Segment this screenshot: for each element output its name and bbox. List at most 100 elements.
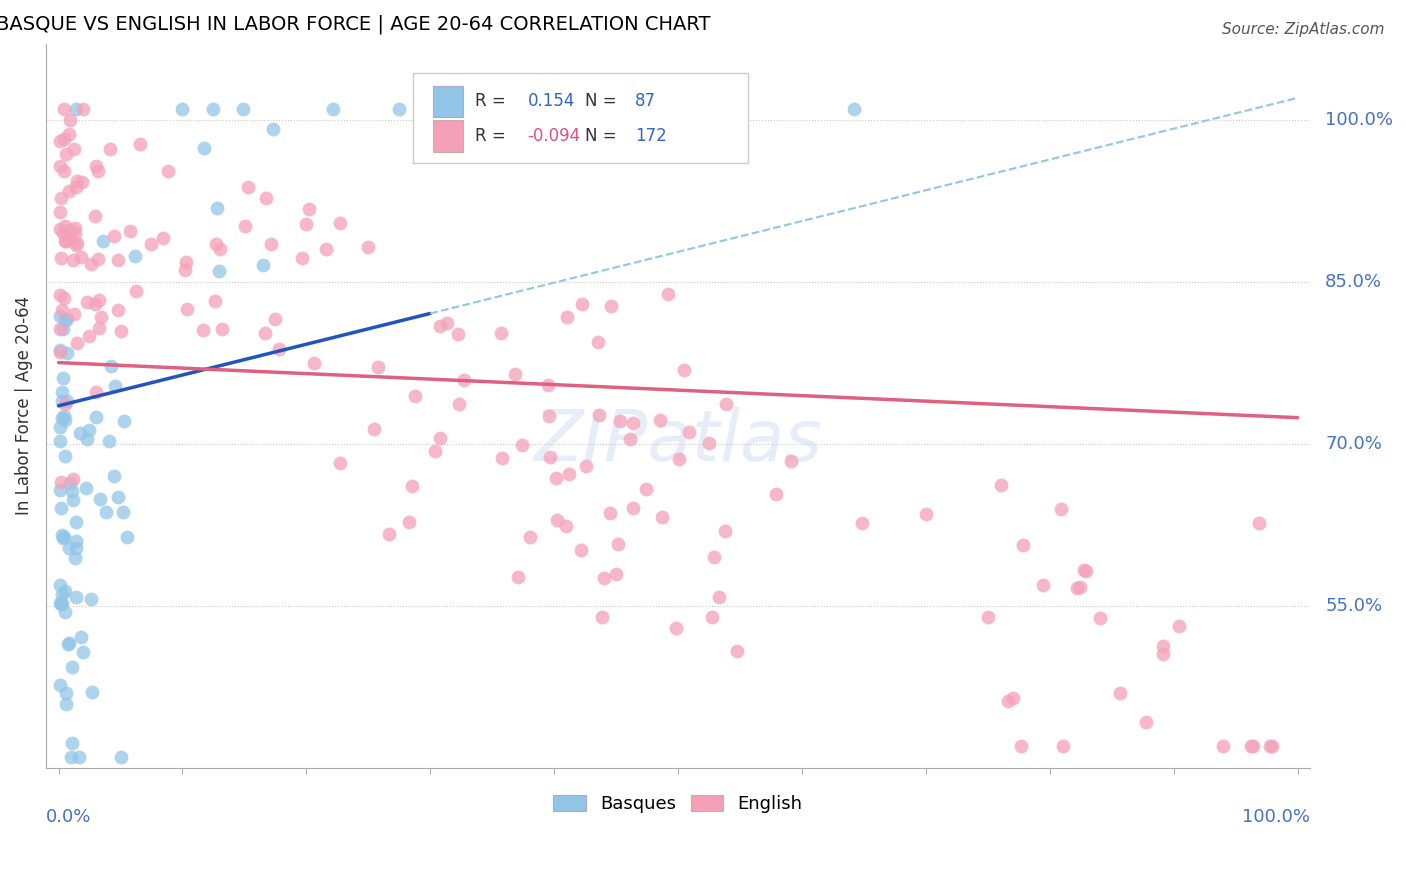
Point <box>129 136 152 151</box>
Point <box>503 367 526 381</box>
Point <box>90 310 112 324</box>
Text: R =: R = <box>475 93 510 111</box>
Point <box>254 191 277 205</box>
Point <box>657 287 679 301</box>
Point <box>1258 739 1281 753</box>
Point <box>429 318 451 333</box>
Point <box>53 530 76 544</box>
Point <box>52 102 75 116</box>
Point <box>110 750 132 764</box>
Y-axis label: In Labor Force | Age 20-64: In Labor Force | Age 20-64 <box>15 296 32 516</box>
Point <box>63 220 86 235</box>
Point <box>491 450 513 465</box>
Point <box>51 384 73 399</box>
Point <box>1066 581 1088 595</box>
Point <box>1074 564 1097 578</box>
Point <box>211 322 233 336</box>
Text: 0.0%: 0.0% <box>46 807 91 825</box>
Point <box>65 180 87 194</box>
Point <box>174 255 197 269</box>
Point <box>253 326 276 341</box>
Point <box>56 637 79 651</box>
Point <box>634 483 657 497</box>
Point <box>1241 739 1264 753</box>
Point <box>990 477 1012 491</box>
Point <box>139 236 162 251</box>
Point <box>62 252 84 267</box>
Point <box>49 251 72 265</box>
Point <box>83 209 105 223</box>
Point <box>49 434 72 448</box>
FancyBboxPatch shape <box>433 86 463 118</box>
Point <box>636 102 658 116</box>
Point <box>609 414 631 428</box>
Point <box>65 237 87 252</box>
Point <box>58 636 80 650</box>
Point <box>997 694 1019 708</box>
Point <box>52 226 75 240</box>
Point <box>599 506 621 520</box>
Point <box>53 313 76 327</box>
Point <box>120 224 142 238</box>
Point <box>668 452 690 467</box>
Point <box>52 371 75 385</box>
Point <box>1135 714 1157 729</box>
Point <box>236 180 259 194</box>
Point <box>207 201 229 215</box>
Point <box>49 204 72 219</box>
Point <box>260 236 283 251</box>
Point <box>87 321 110 335</box>
Point <box>49 596 72 610</box>
Point <box>915 507 938 521</box>
Text: 0.154: 0.154 <box>527 93 575 111</box>
Point <box>65 541 87 556</box>
Point <box>51 596 73 610</box>
Point <box>592 571 614 585</box>
Point <box>294 217 316 231</box>
Point <box>49 222 72 236</box>
Point <box>172 102 194 116</box>
Point <box>291 251 314 265</box>
Point <box>70 175 93 189</box>
Point <box>60 750 83 764</box>
Point <box>58 128 80 142</box>
Text: ZIPatlas: ZIPatlas <box>533 408 823 476</box>
Point <box>124 249 146 263</box>
Point <box>49 500 72 515</box>
Point <box>53 397 76 411</box>
Point <box>554 519 576 533</box>
Point <box>49 134 72 148</box>
Point <box>537 377 560 392</box>
Point <box>447 397 470 411</box>
Point <box>56 394 79 409</box>
Point <box>65 235 87 250</box>
Point <box>52 531 75 545</box>
Point <box>49 288 72 302</box>
Point <box>84 297 107 311</box>
Point <box>429 431 451 445</box>
Point <box>1212 739 1234 753</box>
Point <box>103 378 125 392</box>
Point <box>80 684 103 698</box>
Point <box>80 592 103 607</box>
Point <box>52 291 75 305</box>
Point <box>86 384 108 399</box>
Point <box>672 362 695 376</box>
Point <box>569 542 592 557</box>
Point <box>65 102 87 116</box>
Point <box>453 373 475 387</box>
Point <box>519 531 541 545</box>
Point <box>58 184 80 198</box>
Point <box>51 527 73 541</box>
Point <box>193 141 215 155</box>
Point <box>1088 610 1111 624</box>
Point <box>51 302 73 317</box>
Point <box>94 505 117 519</box>
Point <box>75 481 97 495</box>
Point <box>89 491 111 506</box>
Point <box>546 471 568 485</box>
Point <box>59 112 82 127</box>
Point <box>401 479 423 493</box>
Point <box>765 487 787 501</box>
Point <box>62 142 84 156</box>
